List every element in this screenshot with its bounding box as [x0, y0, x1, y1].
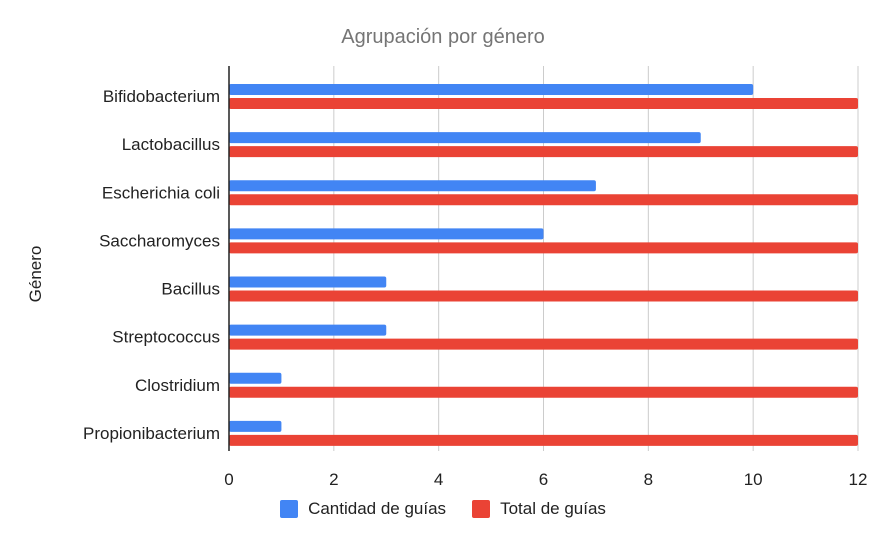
bar-1-2: [229, 194, 858, 206]
x-tick-label: 12: [849, 470, 868, 489]
bar-0-6: [229, 372, 282, 384]
bar-1-3: [229, 242, 858, 254]
bar-1-4: [229, 290, 858, 302]
bar-0-2: [229, 180, 596, 192]
y-tick-label: Clostridium: [135, 376, 220, 395]
y-tick-label: Streptococcus: [112, 328, 220, 347]
legend: Cantidad de guías Total de guías: [0, 499, 886, 519]
x-tick-label: 4: [434, 470, 443, 489]
bar-0-3: [229, 228, 544, 240]
x-tick-label: 2: [329, 470, 338, 489]
y-tick-label: Propionibacterium: [83, 424, 220, 443]
bar-0-1: [229, 132, 701, 144]
bar-0-7: [229, 420, 282, 432]
x-tick-label: 8: [644, 470, 653, 489]
bar-0-5: [229, 324, 387, 336]
y-tick-label: Bacillus: [161, 280, 220, 299]
bar-0-4: [229, 276, 387, 288]
bar-0-0: [229, 84, 754, 95]
legend-label-cantidad: Cantidad de guías: [308, 499, 447, 518]
y-tick-label: Lactobacillus: [122, 135, 220, 154]
bar-1-6: [229, 386, 858, 398]
legend-swatch-cantidad: [280, 500, 299, 518]
legend-swatch-total: [472, 500, 491, 518]
bar-1-5: [229, 338, 858, 350]
legend-item-cantidad: Cantidad de guías: [280, 499, 446, 519]
bar-1-1: [229, 146, 858, 158]
legend-label-total: Total de guías: [500, 499, 606, 518]
y-tick-label: Bifidobacterium: [103, 87, 220, 106]
bar-1-0: [229, 98, 858, 109]
legend-item-total: Total de guías: [472, 499, 606, 519]
chart-title: Agrupación por género: [341, 26, 545, 48]
y-tick-label: Saccharomyces: [99, 231, 220, 250]
bar-1-7: [229, 434, 858, 446]
y-tick-label: Escherichia coli: [102, 183, 220, 202]
x-tick-label: 10: [744, 470, 763, 489]
x-tick-label: 6: [539, 470, 548, 489]
x-tick-label: 0: [224, 470, 233, 489]
